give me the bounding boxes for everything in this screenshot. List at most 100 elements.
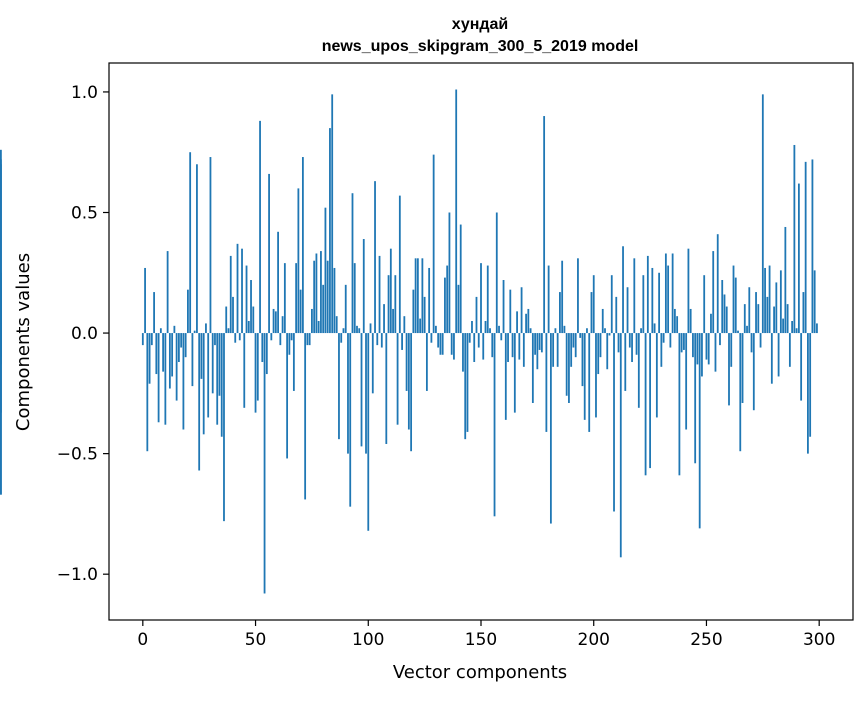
- y-tick-label: −1.0: [57, 565, 98, 585]
- bar: [707, 333, 710, 365]
- bar: [624, 333, 627, 391]
- bar: [721, 280, 724, 334]
- bar: [687, 248, 690, 334]
- bar: [389, 248, 392, 334]
- bar: [340, 333, 343, 343]
- bar: [802, 292, 805, 334]
- bar: [583, 333, 586, 420]
- bar: [304, 333, 307, 500]
- bar: [462, 333, 464, 372]
- bar: [606, 333, 609, 370]
- bar: [723, 294, 726, 334]
- bar: [773, 306, 775, 334]
- bar: [315, 253, 318, 334]
- y-tick-label: −0.5: [57, 445, 98, 465]
- bar: [498, 325, 500, 334]
- bar: [211, 333, 214, 394]
- bar: [793, 144, 796, 334]
- bar: [737, 330, 739, 334]
- bar: [238, 333, 241, 341]
- bar: [416, 258, 419, 334]
- bar: [432, 154, 435, 334]
- bar: [757, 304, 760, 334]
- bar: [196, 164, 198, 334]
- bar: [306, 333, 309, 346]
- bar: [202, 333, 205, 435]
- bar: [335, 316, 338, 334]
- bar: [540, 333, 543, 353]
- bar: [331, 94, 334, 334]
- bar: [403, 316, 406, 334]
- bar: [259, 120, 261, 334]
- bar: [779, 270, 782, 334]
- bar: [0, 333, 2, 365]
- bar: [283, 263, 286, 334]
- x-tick-label: 0: [137, 630, 148, 650]
- bar: [225, 306, 228, 334]
- bar: [678, 333, 681, 476]
- bar: [256, 333, 259, 401]
- bar: [759, 333, 762, 348]
- bar: [545, 333, 548, 432]
- bar: [714, 333, 717, 372]
- bar: [292, 333, 295, 391]
- bar: [243, 333, 246, 408]
- bar: [412, 289, 415, 334]
- bar: [743, 304, 746, 334]
- bar: [680, 333, 683, 353]
- bar: [234, 333, 237, 343]
- bar: [360, 333, 363, 447]
- bar: [374, 181, 376, 334]
- bar: [281, 316, 284, 334]
- bar: [146, 333, 149, 452]
- bar: [263, 333, 266, 594]
- x-axis-label: Vector components: [393, 662, 567, 683]
- bar: [813, 270, 816, 334]
- bar: [610, 275, 613, 334]
- bar: [637, 333, 640, 408]
- bar: [457, 284, 460, 334]
- bar: [588, 333, 591, 432]
- bar: [425, 333, 428, 391]
- bar: [347, 333, 349, 454]
- bar: [683, 333, 685, 350]
- bar: [761, 94, 764, 334]
- bar: [141, 333, 144, 346]
- bar: [631, 333, 633, 362]
- bar: [218, 333, 221, 396]
- bar: [809, 333, 812, 437]
- bar: [317, 321, 320, 334]
- bar: [229, 255, 232, 334]
- bar: [651, 267, 654, 334]
- bar: [353, 263, 356, 334]
- bar: [193, 330, 196, 334]
- bar: [484, 321, 487, 334]
- bar: [362, 239, 365, 334]
- bar: [446, 265, 449, 334]
- bar: [401, 333, 403, 350]
- bar: [549, 333, 552, 524]
- bar: [369, 323, 372, 334]
- bar: [705, 333, 708, 360]
- bar: [268, 173, 270, 334]
- bar: [338, 333, 340, 440]
- bar: [299, 289, 302, 334]
- bar: [480, 263, 482, 334]
- bar: [658, 272, 661, 334]
- bar: [272, 308, 275, 334]
- bar: [421, 258, 424, 334]
- bar: [502, 280, 505, 334]
- bar: [187, 289, 189, 334]
- bar: [295, 263, 298, 334]
- bar: [816, 323, 818, 334]
- bar: [148, 333, 151, 384]
- bar: [200, 333, 203, 379]
- bar: [223, 333, 225, 522]
- bar: [703, 275, 706, 334]
- bar: [662, 333, 665, 343]
- chart-subtitle: news_upos_skipgram_300_5_2019 model: [322, 38, 639, 55]
- bar: [513, 333, 516, 413]
- bar: [719, 333, 721, 346]
- bar: [250, 280, 252, 334]
